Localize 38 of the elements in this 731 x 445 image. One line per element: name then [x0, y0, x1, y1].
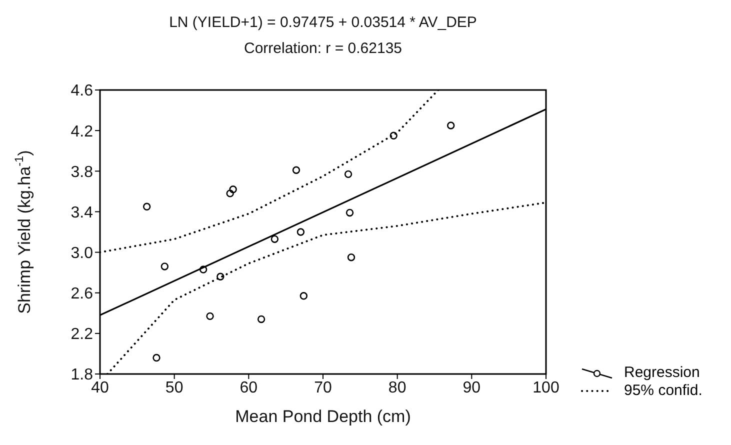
point: [300, 292, 308, 300]
x-tick-label: 60: [240, 379, 258, 396]
x-axis-title: Mean Pond Depth (cm): [235, 407, 411, 426]
point: [447, 122, 455, 130]
x-tick-label: 70: [314, 379, 332, 396]
point: [142, 202, 151, 210]
y-tick-label: 3.8: [70, 164, 94, 181]
legend-label: 95% confid.: [624, 382, 702, 400]
point: [152, 354, 160, 362]
point: [296, 228, 305, 236]
x-tick-label: 40: [91, 379, 109, 396]
point: [229, 186, 237, 194]
y-tick-label: 2.6: [70, 286, 94, 303]
x-tick-label: 50: [165, 379, 184, 396]
y-tick-label: 4.6: [70, 82, 94, 100]
point: [390, 132, 398, 140]
point: [257, 315, 266, 324]
point: [347, 254, 356, 262]
y-tick-label: 1.8: [70, 366, 94, 384]
chart-title: LN (YIELD+1) = 0.97475 + 0.03514 * AV_DEP: [168, 14, 478, 31]
point: [344, 170, 352, 178]
y-tick-label: 3.4: [70, 204, 94, 222]
x-tick-label: 90: [462, 379, 481, 396]
point: [160, 262, 169, 270]
chart-subtitle: Correlation: r = 0.62135: [242, 40, 403, 57]
legend-label: Regression: [624, 364, 700, 382]
y-tick-label: 2.2: [70, 326, 94, 344]
x-tick-label: 80: [388, 379, 406, 396]
x-tick-label: 100: [532, 379, 560, 396]
point: [206, 312, 214, 320]
point: [270, 235, 279, 243]
point: [292, 166, 300, 174]
y-tick-label: 3.0: [70, 244, 94, 262]
point: [226, 190, 234, 198]
y-tick-label: 4.2: [70, 123, 94, 140]
point: [199, 266, 208, 274]
point: [216, 272, 224, 280]
point: [346, 208, 354, 217]
